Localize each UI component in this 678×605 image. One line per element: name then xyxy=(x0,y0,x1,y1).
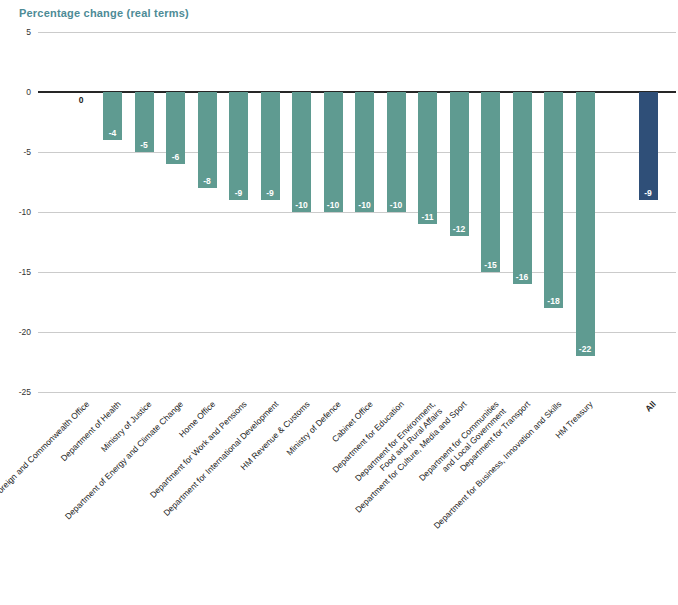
bar xyxy=(513,92,532,284)
bar xyxy=(418,92,437,224)
y-axis-tick-label: -5 xyxy=(0,147,31,157)
bar-value-label: -15 xyxy=(478,260,503,270)
bar xyxy=(292,92,311,212)
bar-value-label: -9 xyxy=(226,188,251,198)
bar-value-label: -11 xyxy=(415,212,440,222)
y-axis-tick-label: -25 xyxy=(0,387,31,397)
bar-value-label: -12 xyxy=(447,224,472,234)
bar xyxy=(198,92,217,188)
y-axis-tick-label: -10 xyxy=(0,207,31,217)
bar-value-label: -22 xyxy=(573,344,598,354)
bar xyxy=(450,92,469,236)
bar xyxy=(481,92,500,272)
bar-value-label: -10 xyxy=(289,200,314,210)
bar-value-label: -9 xyxy=(636,188,661,198)
x-axis-category-label: Ministry of Defence xyxy=(285,399,344,458)
y-axis-tick-label: 5 xyxy=(0,27,31,37)
x-axis-category-label: Department of Energy and Climate Change xyxy=(63,399,185,521)
y-axis-tick-label: -15 xyxy=(0,267,31,277)
y-axis-tick-label: 0 xyxy=(0,87,31,97)
bar xyxy=(324,92,343,212)
bar-chart: Percentage change (real terms) 5 0 -5 -10 -1… xyxy=(0,0,678,605)
bar-value-label: -6 xyxy=(163,152,188,162)
bar xyxy=(229,92,248,200)
gridline xyxy=(38,392,676,393)
y-axis-tick-label: -20 xyxy=(0,327,31,337)
bar-value-label: -10 xyxy=(321,200,346,210)
chart-title: Percentage change (real terms) xyxy=(19,7,189,19)
bar xyxy=(261,92,280,200)
gridline xyxy=(38,32,676,33)
bar-value-label: -8 xyxy=(195,176,220,186)
bar-value-label: -16 xyxy=(510,272,535,282)
bar-value-label: -9 xyxy=(258,188,283,198)
bar xyxy=(576,92,595,356)
bar-value-label: 0 xyxy=(69,95,94,105)
bar xyxy=(387,92,406,212)
x-axis-category-label: All xyxy=(643,399,658,414)
bar-value-label: -10 xyxy=(384,200,409,210)
bar-value-label: -18 xyxy=(541,296,566,306)
x-axis-category-label: Department for International Development xyxy=(161,399,280,518)
bar-value-label: -10 xyxy=(352,200,377,210)
bar-value-label: -4 xyxy=(100,128,125,138)
bar xyxy=(355,92,374,212)
bar-value-label: -5 xyxy=(132,140,157,150)
bar-all-highlight xyxy=(639,92,658,200)
bar xyxy=(544,92,563,308)
